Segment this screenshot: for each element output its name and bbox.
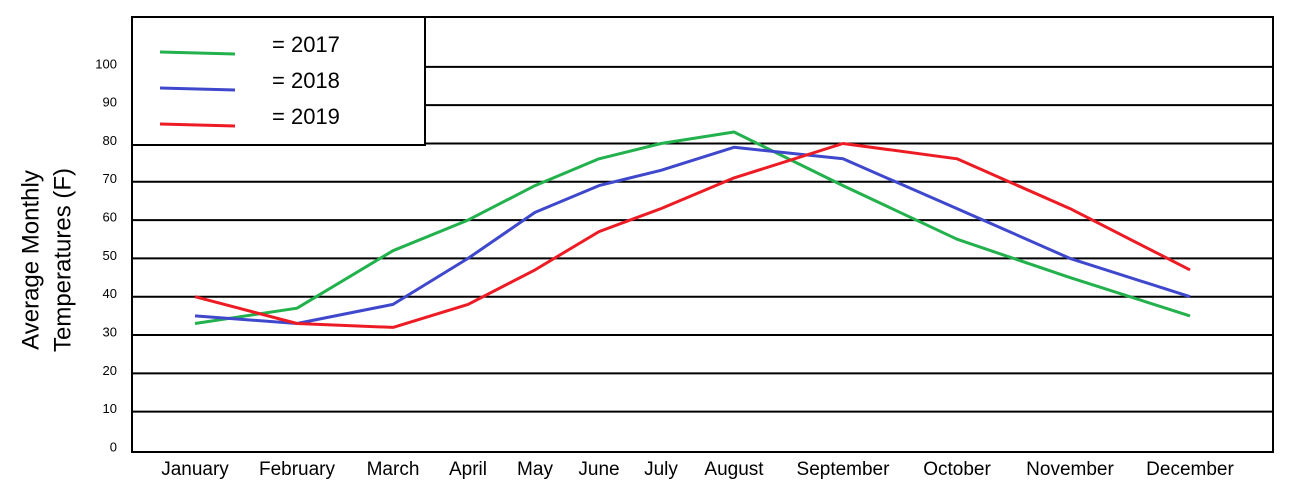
legend-label: = 2019	[272, 104, 340, 129]
y-tick-label: 60	[103, 210, 117, 225]
y-tick-label: 50	[103, 248, 117, 263]
legend-swatch	[159, 86, 236, 92]
x-tick-label: December	[1146, 459, 1234, 480]
y-tick-label: 20	[103, 363, 117, 378]
x-tick-label: June	[578, 459, 619, 480]
legend-label: = 2018	[272, 68, 340, 93]
legend-box	[131, 16, 426, 146]
y-tick-label: 90	[103, 95, 117, 110]
x-tick-label: March	[367, 459, 420, 480]
y-axis-label: Average Monthly	[17, 170, 44, 350]
x-tick-label: July	[644, 459, 678, 480]
y-tick-label: 100	[95, 56, 117, 71]
data-line	[194, 130, 1191, 325]
data-line	[194, 142, 1191, 329]
y-tick-label: 10	[103, 401, 117, 416]
x-tick-label: May	[517, 459, 553, 480]
legend-label: = 2017	[272, 32, 340, 57]
x-tick-label: November	[1026, 459, 1114, 480]
legend-swatch	[159, 122, 236, 128]
y-tick-label: 30	[103, 324, 117, 339]
legend-swatch	[159, 50, 236, 56]
x-tick-label: August	[704, 459, 764, 480]
y-tick-label: 80	[103, 133, 117, 148]
data-line	[194, 145, 1191, 325]
x-tick-label: October	[923, 459, 991, 480]
y-tick-label: 40	[103, 286, 117, 301]
x-tick-label: April	[449, 459, 487, 480]
x-tick-label: January	[161, 459, 229, 480]
y-tick-label: 0	[110, 439, 117, 454]
x-tick-label: February	[259, 459, 336, 480]
y-tick-label: 70	[103, 171, 117, 186]
y-axis-label: Temperatures (F)	[49, 168, 76, 352]
x-tick-label: September	[797, 459, 891, 480]
plot-frame	[131, 16, 1274, 453]
